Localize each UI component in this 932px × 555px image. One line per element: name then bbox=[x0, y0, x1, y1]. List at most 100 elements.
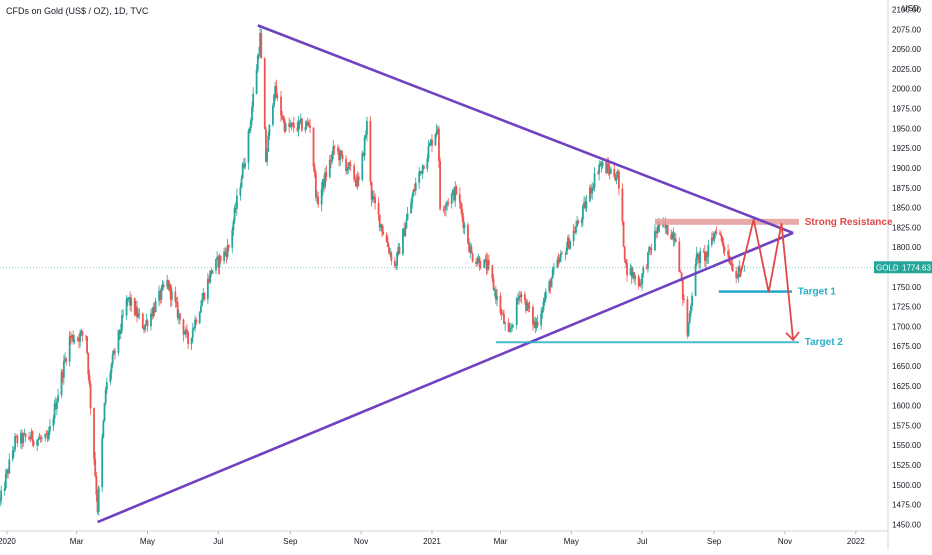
y-tick-label: 1700.00 bbox=[892, 322, 921, 331]
candle-body bbox=[325, 172, 328, 178]
candle-body bbox=[385, 234, 388, 242]
candle-body bbox=[592, 187, 595, 189]
candle-body bbox=[404, 227, 407, 237]
candle-body bbox=[641, 273, 644, 285]
candle-body bbox=[249, 120, 252, 129]
candle-body bbox=[420, 171, 423, 174]
candle-body bbox=[138, 313, 141, 315]
candle-body bbox=[713, 233, 716, 241]
candle-body bbox=[540, 313, 543, 326]
candle-body bbox=[714, 231, 717, 234]
candle-body bbox=[515, 298, 518, 325]
candle-body bbox=[93, 408, 95, 459]
candle-body bbox=[160, 287, 163, 300]
x-tick-label: Nov bbox=[778, 537, 792, 546]
y-axis-ticks: 2100.00 2075.00 2050.00 2025.00 2000.00 1975.… bbox=[892, 4, 921, 529]
x-tick-label: Mar bbox=[70, 537, 84, 546]
candle-body bbox=[657, 221, 660, 232]
candle-body bbox=[8, 459, 11, 474]
candle-body bbox=[219, 255, 222, 262]
candle-body bbox=[53, 403, 56, 419]
candle-body bbox=[312, 127, 315, 167]
candle-body bbox=[134, 306, 137, 315]
candle-body bbox=[719, 232, 721, 235]
y-tick-label: 1825.00 bbox=[892, 223, 921, 232]
candle-body bbox=[162, 284, 165, 287]
candle-body bbox=[712, 237, 714, 241]
strong-resistance-label: Strong Resistance bbox=[805, 217, 893, 228]
candle-body bbox=[442, 209, 445, 210]
candle-body bbox=[598, 164, 601, 174]
candle-body bbox=[478, 257, 481, 268]
candle-body bbox=[487, 260, 490, 266]
target-2-label: Target 2 bbox=[805, 337, 844, 348]
candle-body bbox=[347, 162, 350, 169]
candle-body bbox=[666, 225, 669, 235]
candle-body bbox=[670, 234, 673, 240]
x-tick-label: 2022 bbox=[847, 537, 865, 546]
candle-body bbox=[255, 69, 258, 94]
candle-body bbox=[14, 435, 16, 450]
candle-body bbox=[206, 278, 209, 300]
annotation-labels: Strong Resistance Target 1 Target 2 bbox=[798, 217, 893, 348]
candle-body bbox=[309, 125, 311, 128]
candle-body bbox=[421, 165, 424, 174]
candle-body bbox=[550, 278, 553, 288]
candle-body bbox=[622, 221, 625, 247]
candle-body bbox=[379, 224, 382, 228]
candle-body bbox=[525, 299, 527, 311]
candle-body bbox=[194, 319, 196, 328]
candle-body bbox=[22, 434, 25, 444]
x-tick-label: Jul bbox=[213, 537, 223, 546]
candle-body bbox=[443, 209, 446, 211]
candle-body bbox=[583, 202, 585, 206]
candle-body bbox=[543, 298, 546, 302]
candle-body bbox=[296, 128, 299, 131]
candle-body bbox=[634, 276, 637, 279]
candle-body bbox=[418, 172, 421, 183]
y-tick-label: 1625.00 bbox=[892, 382, 921, 391]
candle-body bbox=[463, 224, 466, 228]
candle-body bbox=[60, 371, 63, 396]
x-tick-label: Nov bbox=[354, 537, 368, 546]
candle-body bbox=[499, 295, 502, 314]
candle-body bbox=[167, 279, 170, 290]
y-tick-label: 1900.00 bbox=[892, 164, 921, 173]
candle-body bbox=[706, 252, 709, 257]
candle-body bbox=[101, 437, 104, 488]
candle-body bbox=[166, 279, 169, 287]
candle-body bbox=[723, 247, 726, 252]
candle-body bbox=[81, 331, 84, 336]
candle-body bbox=[426, 158, 429, 170]
candle-body bbox=[62, 360, 65, 378]
candle-body bbox=[94, 458, 97, 476]
y-tick-label: 1550.00 bbox=[892, 441, 921, 450]
candle-body bbox=[112, 350, 115, 355]
candle-body bbox=[299, 118, 302, 123]
candle-body bbox=[88, 374, 91, 384]
candle-body bbox=[330, 159, 332, 162]
candle-body bbox=[493, 289, 496, 291]
candle-body bbox=[568, 237, 570, 249]
candle-body bbox=[292, 123, 295, 129]
y-tick-label: 1950.00 bbox=[892, 124, 921, 133]
candle-body bbox=[588, 187, 591, 202]
candle-body bbox=[633, 272, 635, 279]
candle-body bbox=[158, 291, 160, 301]
candle-body bbox=[23, 433, 26, 435]
candle-body bbox=[520, 294, 523, 298]
candle-body bbox=[735, 271, 738, 278]
candle-body bbox=[341, 154, 344, 159]
candle-body bbox=[89, 383, 92, 409]
candle-body bbox=[133, 298, 136, 315]
candle-body bbox=[186, 329, 188, 333]
candle-body bbox=[217, 256, 220, 268]
candle-body bbox=[190, 337, 193, 344]
candle-body bbox=[191, 329, 194, 338]
y-tick-label: 1925.00 bbox=[892, 144, 921, 153]
candle-body bbox=[183, 333, 186, 335]
candle-body bbox=[476, 261, 479, 264]
candle-body bbox=[61, 371, 64, 378]
candle-body bbox=[559, 253, 562, 258]
candle-body bbox=[721, 236, 724, 243]
